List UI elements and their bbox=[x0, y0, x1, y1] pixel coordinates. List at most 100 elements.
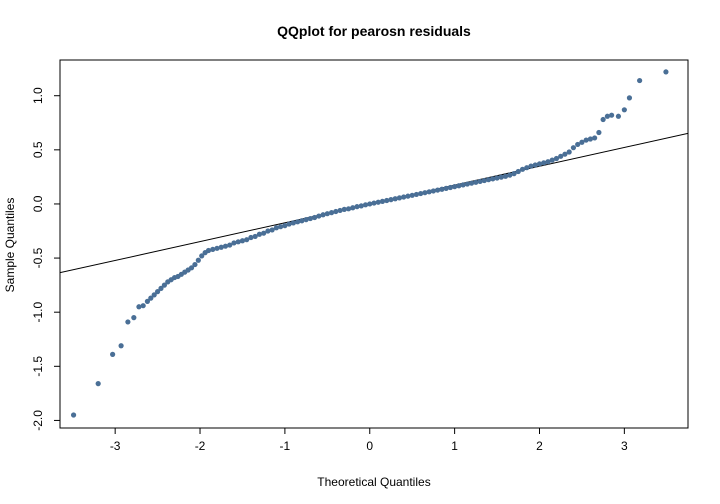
data-point bbox=[626, 95, 633, 101]
data-point bbox=[473, 179, 479, 185]
data-point bbox=[490, 176, 496, 182]
data-point bbox=[558, 153, 564, 159]
data-point bbox=[553, 155, 560, 162]
data-point bbox=[477, 178, 483, 185]
data-point bbox=[494, 175, 500, 181]
data-point bbox=[413, 191, 420, 198]
data-point bbox=[192, 261, 198, 268]
x-tick-label: -1 bbox=[280, 439, 291, 453]
data-point bbox=[663, 69, 669, 75]
y-tick-label: -0.5 bbox=[31, 247, 45, 268]
data-point bbox=[456, 183, 462, 189]
data-point bbox=[252, 233, 258, 240]
data-point bbox=[367, 201, 373, 207]
data-point bbox=[265, 228, 271, 234]
data-point bbox=[290, 220, 296, 226]
data-point bbox=[519, 166, 526, 172]
data-point bbox=[388, 197, 394, 203]
data-point bbox=[583, 137, 589, 143]
data-point bbox=[621, 107, 627, 113]
data-point bbox=[615, 113, 622, 119]
data-point bbox=[70, 412, 77, 418]
data-point bbox=[286, 221, 292, 227]
data-point bbox=[358, 203, 364, 209]
x-tick-label: 1 bbox=[451, 439, 458, 453]
x-tick-label: 3 bbox=[621, 439, 628, 453]
data-point bbox=[392, 196, 398, 202]
data-point bbox=[231, 240, 237, 246]
data-point bbox=[485, 177, 492, 183]
data-point bbox=[261, 230, 267, 236]
plot-frame bbox=[59, 59, 689, 429]
data-point bbox=[524, 165, 530, 171]
data-point bbox=[307, 215, 313, 222]
data-point bbox=[161, 282, 167, 288]
y-tick-label: -1.5 bbox=[31, 356, 45, 377]
data-point bbox=[401, 194, 407, 200]
chart-title: QQplot for pearosn residuals bbox=[277, 23, 471, 39]
x-tick-label: 2 bbox=[536, 439, 543, 453]
y-tick-label: 1.0 bbox=[31, 87, 45, 104]
x-axis: -3 -2 -1 0 1 2 3 bbox=[110, 428, 628, 453]
data-point bbox=[541, 160, 547, 166]
data-point bbox=[125, 319, 131, 325]
data-point bbox=[371, 200, 377, 206]
data-point bbox=[562, 151, 568, 157]
data-point bbox=[239, 238, 246, 244]
data-point bbox=[637, 77, 643, 84]
data-point bbox=[566, 149, 572, 155]
data-point bbox=[227, 242, 233, 248]
data-point bbox=[210, 246, 216, 253]
data-point bbox=[218, 244, 224, 250]
data-point bbox=[295, 219, 301, 225]
data-point bbox=[151, 292, 157, 298]
data-point bbox=[158, 285, 164, 291]
data-point bbox=[188, 265, 195, 271]
data-point bbox=[379, 198, 386, 204]
x-tick-label: 0 bbox=[366, 439, 373, 453]
data-point bbox=[256, 231, 263, 237]
data-point bbox=[405, 193, 411, 199]
data-point bbox=[609, 112, 615, 118]
data-point bbox=[195, 257, 201, 263]
data-point bbox=[600, 116, 606, 123]
x-axis-label: Theoretical Quantiles bbox=[317, 475, 430, 489]
data-point bbox=[235, 239, 241, 245]
plot-area bbox=[59, 59, 689, 429]
y-axis: -2.0 -1.5 -1.0 -0.5 0.0 0.5 1.0 bbox=[31, 87, 60, 431]
data-point bbox=[460, 182, 466, 188]
data-point bbox=[131, 315, 137, 321]
data-point bbox=[154, 289, 161, 295]
data-point bbox=[199, 253, 205, 259]
data-point bbox=[422, 190, 428, 196]
data-point bbox=[205, 247, 212, 254]
x-tick-label: -2 bbox=[195, 439, 206, 453]
data-point bbox=[511, 171, 517, 177]
data-point bbox=[214, 245, 220, 251]
data-point bbox=[148, 295, 154, 301]
data-point bbox=[439, 186, 445, 192]
data-point bbox=[345, 206, 352, 212]
data-point bbox=[596, 129, 602, 136]
data-point bbox=[435, 187, 441, 193]
data-point bbox=[575, 141, 581, 148]
y-tick-label: 0.5 bbox=[31, 141, 45, 158]
y-tick-label: -1.0 bbox=[31, 302, 45, 323]
data-point bbox=[545, 159, 551, 165]
data-point bbox=[507, 172, 513, 178]
data-point bbox=[409, 192, 415, 198]
data-point bbox=[502, 173, 509, 179]
y-axis-label: Sample Quantiles bbox=[3, 198, 17, 293]
data-point bbox=[375, 199, 381, 205]
data-point bbox=[248, 234, 254, 241]
data-point bbox=[430, 188, 437, 194]
data-point bbox=[333, 208, 339, 215]
data-point bbox=[341, 206, 347, 212]
data-point bbox=[282, 223, 288, 229]
data-point bbox=[328, 210, 335, 216]
data-point bbox=[384, 197, 390, 204]
data-point bbox=[299, 218, 305, 224]
data-point bbox=[532, 162, 538, 168]
data-point bbox=[144, 298, 151, 304]
